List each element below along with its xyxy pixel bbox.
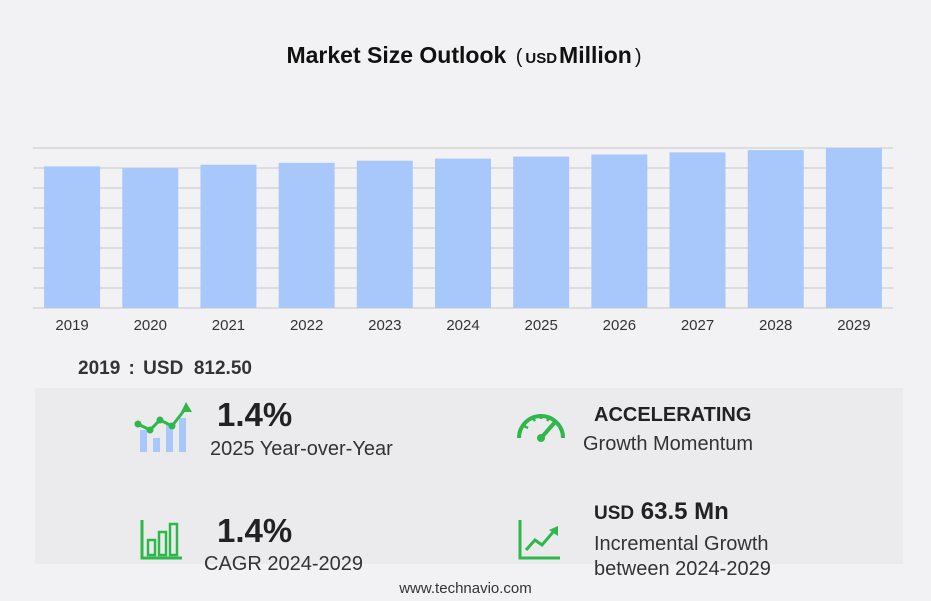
footer-url: www.technavio.com	[399, 580, 532, 597]
momentum-value: ACCELERATING	[594, 404, 752, 426]
chart-title: Market Size Outlook (USDMillion)	[0, 42, 931, 69]
base-separator: :	[123, 358, 141, 379]
bar-chart-icon	[140, 520, 182, 560]
x-tick-label: 2019	[55, 317, 88, 334]
x-tick-label: 2024	[446, 317, 479, 334]
yoy-value: 1.4%	[217, 396, 293, 433]
base-year: 2019	[78, 358, 121, 379]
chart-title-text: Market Size Outlook	[286, 42, 507, 68]
yoy-label: 2025 Year-over-Year	[210, 438, 393, 460]
x-tick-label: 2026	[603, 317, 636, 334]
title-open-paren: (	[515, 46, 523, 68]
x-tick-label: 2028	[759, 317, 792, 334]
bar-2028	[747, 150, 804, 308]
bar-2021	[200, 164, 257, 308]
cagr-label: CAGR 2024-2029	[204, 553, 363, 575]
bar-2029	[825, 148, 882, 308]
trend-line-icon	[518, 520, 560, 560]
bar-2023	[356, 160, 413, 308]
incremental-amount: 63.5 Mn	[640, 498, 729, 525]
x-tick-label: 2022	[290, 317, 323, 334]
x-tick-label: 2021	[212, 317, 245, 334]
x-tick-label: 2020	[134, 317, 167, 334]
base-year-value: 2019 : USD 812.50	[78, 358, 252, 380]
x-tick-label: 2025	[524, 317, 557, 334]
incremental-value: USD 63.5 Mn	[594, 498, 729, 526]
title-unit-suffix: Million	[559, 42, 632, 68]
incremental-label-2: between 2024-2029	[594, 558, 771, 580]
x-tick-label: 2029	[837, 317, 870, 334]
title-unit-prefix: USD	[525, 50, 558, 67]
bar-2027	[669, 152, 726, 308]
growth-bars-icon	[134, 402, 192, 452]
base-amount: 812.50	[193, 358, 252, 379]
bar-2025	[513, 156, 570, 308]
incremental-label-1: Incremental Growth	[594, 533, 769, 555]
bar-2020	[122, 168, 179, 308]
incremental-currency: USD	[594, 503, 635, 524]
chart-bars	[44, 148, 882, 308]
cagr-value: 1.4%	[217, 512, 293, 549]
momentum-label: Growth Momentum	[583, 433, 754, 455]
speedometer-icon	[517, 414, 565, 442]
base-currency: USD	[143, 358, 184, 379]
bar-2024	[435, 158, 491, 308]
chart-x-axis-labels: 2019 2020 2021 2022 2023 2024 2025 2026 2027 2028…	[55, 317, 870, 334]
bar-2022	[278, 162, 335, 308]
bar-2019	[44, 166, 101, 308]
x-tick-label: 2023	[368, 317, 401, 334]
title-close-paren: )	[634, 46, 642, 68]
bar-chart: 2019 2020 2021 2022 2023 2024 2025 2026 2027 2028…	[33, 147, 893, 334]
bar-2026	[591, 154, 648, 308]
x-tick-label: 2027	[681, 317, 714, 334]
